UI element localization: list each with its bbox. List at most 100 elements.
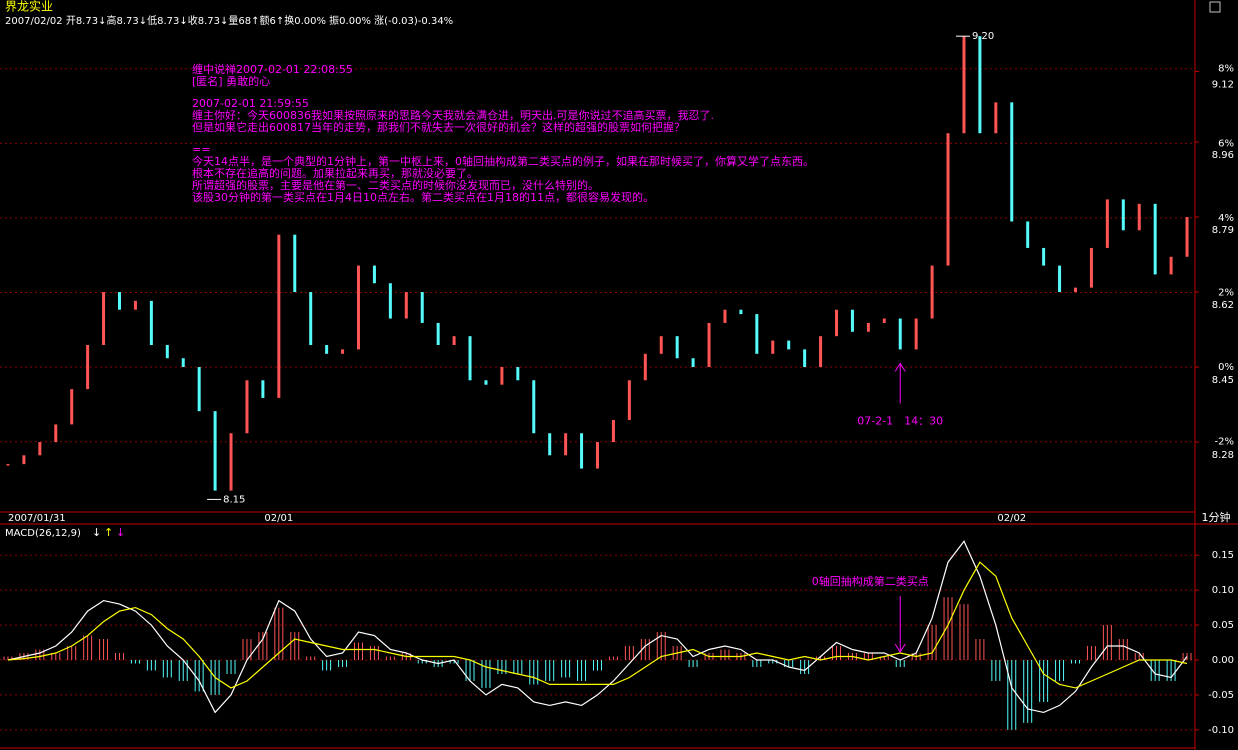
- price-bar: [70, 389, 74, 425]
- price-bar: [1042, 247, 1046, 266]
- comment-line: 2007-02-01 21:59:55: [192, 97, 309, 110]
- price-bar: [229, 433, 233, 491]
- price-bar: [133, 300, 137, 310]
- comment-line: ==: [192, 143, 210, 156]
- price-bar: [149, 300, 153, 345]
- price-bar: [1058, 265, 1062, 293]
- price-bar: [357, 265, 360, 350]
- y-tick-label: 0.15: [1212, 550, 1234, 561]
- indicator-arrow: ↓: [116, 526, 125, 539]
- price-bar: [914, 318, 918, 350]
- arrow-label: 07-2-1 14：30: [857, 414, 943, 427]
- x-tick-label: 02/02: [997, 513, 1026, 524]
- y2-tick-label: 6%: [1218, 138, 1234, 149]
- price-bar: [739, 309, 743, 315]
- comment-line: 该股30分钟的第一类买点在1月4日10点左右。第二类买点在1月18的11点，都很…: [192, 190, 654, 204]
- y-tick-label: 0.10: [1212, 585, 1234, 596]
- price-bar: [1010, 102, 1014, 222]
- y-tick-label: 0.05: [1212, 620, 1234, 631]
- price-bar: [611, 420, 615, 443]
- indicator-arrow: ↑: [104, 526, 113, 539]
- indicator-arrow: ↓: [92, 526, 101, 539]
- price-bar: [516, 367, 520, 381]
- price-bar: [1121, 199, 1125, 231]
- x-tick-label: 2007/01/31: [8, 513, 66, 524]
- price-bar: [261, 380, 265, 398]
- price-bar: [532, 380, 536, 434]
- price-bar: [675, 336, 679, 359]
- price-bar: [1153, 203, 1157, 275]
- price-bar: [341, 349, 345, 354]
- price-bar: [102, 292, 106, 345]
- comment-line: 缠主你好：今天600836我如果按照原来的思路今天我就会满仓进，明天出.可是你说…: [192, 108, 714, 122]
- y-tick-label: 8.45: [1212, 375, 1234, 386]
- price-bar: [548, 433, 552, 456]
- macd-line: [7, 561, 1188, 689]
- price-bar: [213, 411, 217, 491]
- price-bar: [468, 336, 472, 381]
- y2-tick-label: 2%: [1218, 288, 1234, 299]
- price-bar: [484, 380, 488, 385]
- price-bar: [564, 433, 568, 456]
- price-bar: [723, 309, 727, 323]
- price-bar: [165, 345, 169, 359]
- price-bar: [898, 318, 902, 350]
- price-bar: [866, 322, 870, 332]
- y2-tick-label: 4%: [1218, 213, 1234, 224]
- price-bar: [325, 345, 329, 354]
- price-bar: [627, 380, 631, 420]
- price-bar: [118, 292, 121, 310]
- price-bar: [596, 442, 599, 469]
- price-bar: [404, 292, 408, 319]
- price-bar: [388, 283, 392, 319]
- comment-line: 今天14点半，是一个典型的1分钟上，第一中枢上来，0轴回抽构成第二类买点的例子，…: [192, 154, 814, 168]
- y-tick-label: -0.10: [1208, 725, 1234, 736]
- price-bar: [452, 336, 456, 345]
- price-bar: [659, 336, 663, 354]
- price-bar: [500, 367, 504, 385]
- y-tick-label: 8.28: [1212, 450, 1234, 461]
- y-tick-label: 8.96: [1212, 150, 1234, 161]
- extreme-label: 9.20: [972, 31, 994, 42]
- y-tick-label: 0.00: [1212, 655, 1234, 666]
- extreme-label: 8.15: [223, 494, 245, 505]
- price-bar: [1105, 199, 1109, 248]
- price-bar: [245, 380, 249, 434]
- price-bar: [819, 336, 823, 368]
- arrow-head: [894, 643, 906, 653]
- price-bar: [309, 292, 313, 345]
- price-bar: [22, 455, 26, 465]
- price-bar: [38, 442, 42, 456]
- price-bar: [835, 309, 838, 337]
- price-bar: [1026, 221, 1030, 248]
- price-bar: [54, 424, 58, 443]
- indicator-title: MACD(26,12,9): [5, 528, 81, 539]
- y2-tick-label: 0%: [1218, 362, 1234, 373]
- comment-line: [匿名] 勇敢的心: [192, 74, 270, 88]
- y2-tick-label: 8%: [1218, 64, 1234, 75]
- price-bar: [850, 309, 854, 332]
- price-bar: [372, 265, 376, 284]
- comment-line: 但是如果它走出600817当年的走势，那我们不就失去一次很好的机会？这样的超强的…: [192, 120, 685, 134]
- price-bar: [420, 292, 424, 323]
- price-bar: [436, 322, 440, 345]
- y2-tick-label: -2%: [1215, 437, 1234, 448]
- y-tick-label: 9.12: [1212, 79, 1234, 90]
- price-bar: [771, 340, 775, 354]
- price-bar: [1169, 256, 1173, 275]
- stock-name: 界龙实业: [5, 0, 53, 14]
- price-bar: [1185, 217, 1189, 257]
- price-bar: [755, 314, 759, 354]
- price-bar: [946, 133, 950, 266]
- price-bar: [882, 318, 886, 323]
- y-tick-label: 8.62: [1212, 300, 1234, 311]
- price-bar: [86, 345, 90, 390]
- price-bar: [787, 340, 791, 350]
- comment-line: 缠中说禅2007-02-01 22:08:55: [192, 62, 353, 76]
- window-control[interactable]: [1209, 1, 1221, 13]
- arrow-head: [894, 362, 906, 372]
- price-bar: [978, 36, 982, 134]
- period-label[interactable]: 1分钟: [1202, 510, 1231, 524]
- comment-line: 根本不存在追高的问题。加果拉起来再买，那就没必要了。: [192, 166, 478, 180]
